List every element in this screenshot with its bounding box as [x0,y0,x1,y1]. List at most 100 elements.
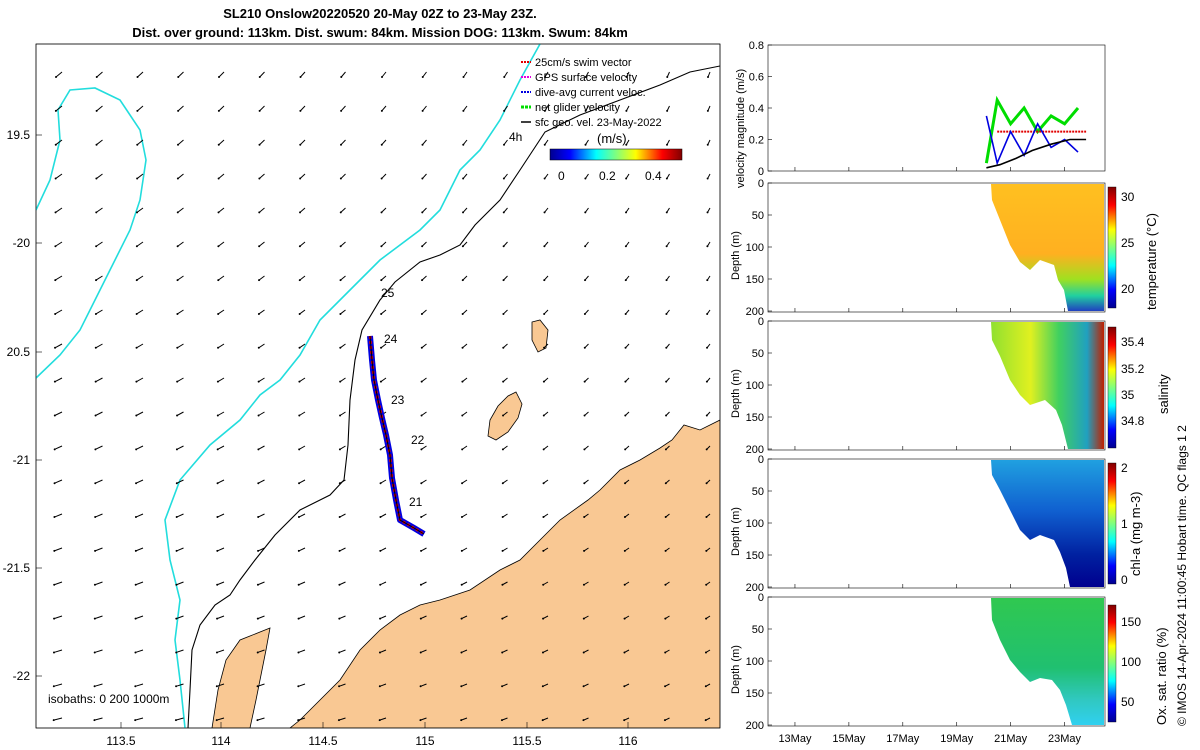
day-label-25: 25 [381,286,395,300]
arrow-head [583,549,586,552]
arrow-head [461,245,464,248]
velocity-arrow [216,683,225,687]
velocity-arrow [300,71,306,78]
lat-tick-label: -21 [13,453,31,467]
velocity-ytick-label: 0 [758,166,764,178]
velocity-arrow [421,275,427,281]
arrow-head [298,414,301,417]
velocity-arrow [259,71,265,78]
arrow-head [217,211,220,214]
arrow-head [340,76,343,78]
arrow-head [665,312,668,315]
velocity-arrow [135,615,144,620]
arrow-head [501,651,504,654]
arrow-head [583,448,586,451]
arrow-head [502,346,505,349]
profile-depth-ticks: 0501001502000501001502000501001502000501… [746,178,772,732]
arrow-head [339,346,342,349]
arrow-head [582,617,585,620]
arrow-head [461,414,464,417]
arrow-head [297,719,300,722]
velocity-arrow [136,241,144,247]
depth-tick-label: 0 [758,454,764,466]
mainland-coast [289,419,720,728]
arrow-head [94,482,97,485]
island-north [531,319,549,353]
arrow-head [665,177,668,180]
velocity-arrow [380,309,387,315]
arrow-head [94,380,97,383]
arrow-head [380,109,383,112]
arrow-head [502,312,505,315]
arrow-head [95,177,98,180]
arrow-head [625,177,628,180]
velocity-arrow [420,615,427,620]
velocity-arrow [175,717,184,721]
sal-cbar-tick-35.2: 35.2 [1121,362,1145,376]
velocity-arrow [177,139,184,146]
arrow-head [54,346,57,349]
isobath-200m [187,65,720,728]
velocity-arrow [217,411,225,416]
depth-tick-label: 200 [746,720,764,732]
arrow-head [135,312,138,315]
arrow-head [542,617,545,620]
velocity-arrow [94,683,103,687]
velocity-arrow [218,241,225,247]
arrow-head [298,312,301,315]
arrow-head [135,346,138,349]
arrow-head [502,245,505,248]
arrow-head [623,651,626,654]
chl-cbar-tick-2: 2 [1121,461,1128,475]
velocity-arrow [339,649,346,653]
arrow-head [257,346,260,349]
arrow-head [53,617,56,620]
arrow-head [582,685,585,688]
arrow-head [705,482,708,485]
colorbar-tick-0.4: 0.4 [645,169,662,183]
ox-cbar-tick-150: 150 [1121,615,1141,629]
arrow-head [625,109,628,112]
arrow-head [53,414,56,417]
arrow-head [174,719,177,722]
arrow-head [462,177,465,180]
lon-tick-label: 116 [618,734,637,748]
salinity-panel: 35.4 35.2 35 34.8 salinity Depth (m) [730,320,1171,451]
velocity-arrow [379,649,387,653]
arrow-head [625,143,628,146]
arrow-head [135,279,138,282]
arrow-head [420,448,423,451]
arrow-head [461,346,464,349]
arrow-head [421,245,424,248]
arrow-head [95,245,98,248]
velocity-arrow [258,343,265,349]
arrow-head [136,143,139,146]
arrow-head [380,211,383,214]
arrow-head [624,482,627,485]
chl-cbar-tick-0: 0 [1121,573,1128,587]
velocity-arrow [379,683,387,687]
velocity-arrow [217,445,225,450]
velocity-arrow [95,309,103,315]
velocity-arrow [94,649,103,653]
series-line [984,95,1080,164]
velocity-arrow [257,581,265,586]
arrow-head [135,414,138,417]
velocity-arrow [422,139,427,146]
velocity-arrow [217,513,225,518]
legend-gps-velocity: GPS surface velocity [535,72,638,84]
arrow-head [176,279,179,282]
arrow-head [421,279,424,282]
arrow-head [380,346,383,349]
colorbar-title: (m/s) [597,131,627,146]
velocity-arrow [217,479,225,484]
ox-cbar-tick-50: 50 [1121,695,1135,709]
arrow-head [297,651,300,654]
arrow-head [541,719,544,722]
arrow-head [584,245,587,248]
legend-net-glider-velocity: net glider velocity [535,102,620,114]
arrow-head [462,143,465,146]
velocity-arrow [94,615,103,620]
velocity-arrow [420,513,427,518]
depth-tick-label: 200 [746,582,764,594]
